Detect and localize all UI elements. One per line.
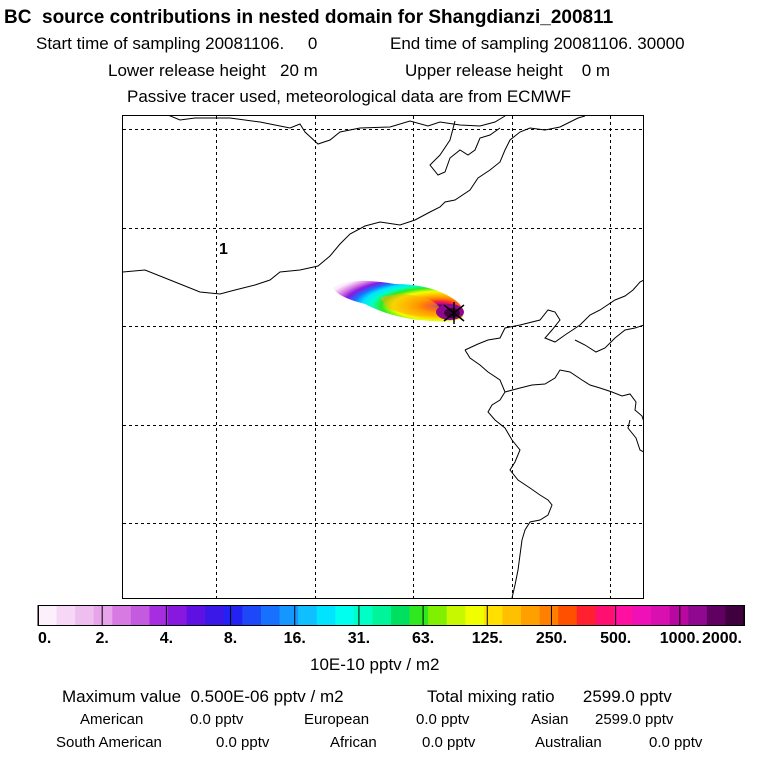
colorbar-cell — [613, 605, 634, 626]
colorbar-cell — [168, 605, 188, 626]
colorbar-cell — [446, 605, 466, 626]
australian-value: 0.0 pptv — [649, 734, 703, 751]
colorbar-cell — [93, 605, 113, 626]
colorbar-unit: 10E-10 pptv / m2 — [310, 655, 440, 674]
european-label: European — [304, 711, 370, 728]
asian-label: Asian — [531, 711, 569, 728]
colorbar-cell — [391, 605, 411, 626]
colorbar-cell — [260, 605, 281, 626]
american-label: American — [80, 711, 144, 728]
colorbar-tick-label: 125. — [472, 630, 503, 647]
south-american-label: South American — [56, 734, 162, 751]
colorbar-tick-label: 16. — [284, 630, 306, 647]
colorbar-cell — [595, 605, 615, 626]
colorbar-cell — [56, 605, 76, 626]
asian-value: 2599.0 pptv — [595, 711, 674, 728]
colorbar-cell — [130, 605, 151, 626]
colorbar-cell — [316, 605, 336, 626]
colorbar-cell — [669, 605, 689, 626]
colorbar-cell — [558, 605, 578, 626]
colorbar-tick-label: 1000. — [660, 630, 700, 647]
colorbar-cell — [242, 605, 262, 626]
source-contribution-plume — [333, 280, 464, 322]
colorbar-tick-label: 31. — [348, 630, 370, 647]
colorbar-cell — [186, 605, 206, 626]
colorbar-cell — [651, 605, 671, 626]
colorbar-cell — [409, 605, 429, 626]
colorbar-cell — [521, 605, 541, 626]
australian-label: Australian — [535, 734, 602, 751]
max-value-text: Maximum value 0.500E-06 pptv / m2 — [62, 687, 344, 706]
colorbar-cell — [298, 605, 318, 626]
colorbar-tick-label: 63. — [412, 630, 434, 647]
map-panel: 1 — [122, 115, 644, 599]
colorbar-cell — [428, 605, 448, 626]
colorbar-tick-label: 4. — [160, 630, 173, 647]
colorbar-cell — [335, 605, 355, 626]
colorbar-cells — [38, 605, 745, 626]
colorbar-tick-label: 2. — [96, 630, 109, 647]
colorbar-tick-label: 250. — [536, 630, 567, 647]
colorbar-cell — [112, 605, 132, 626]
european-value: 0.0 pptv — [416, 711, 470, 728]
coastlines-borders — [123, 115, 644, 598]
colorbar-ticks: 0. 2. 4. 8. 16. 31. 63. 125. 250. 500. 1000. 2000. — [37, 605, 745, 647]
total-mixing-text: Total mixing ratio 2599.0 pptv — [427, 687, 672, 706]
colorbar-cell — [372, 605, 392, 626]
south-american-value: 0.0 pptv — [216, 734, 270, 751]
colorbar-cell — [632, 605, 652, 626]
african-label: African — [330, 734, 377, 751]
colorbar: 0. 2. 4. 8. 16. 31. 63. 125. 250. 500. 1000. 2000. — [37, 605, 745, 647]
colorbar-cell — [539, 605, 559, 626]
start-time-text: Start time of sampling 20081106. 0 — [36, 34, 318, 53]
colorbar-cell — [706, 605, 727, 626]
region-label: 1 — [219, 241, 228, 258]
colorbar-tick-label: 2000. — [702, 630, 742, 647]
tracer-note-text: Passive tracer used, meteorological data… — [127, 87, 572, 106]
colorbar-cell — [576, 605, 596, 626]
colorbar-cell — [279, 605, 299, 626]
colorbar-cell — [353, 605, 374, 626]
end-time-text: End time of sampling 20081106. 30000 — [390, 34, 685, 53]
colorbar-cell — [688, 605, 708, 626]
colorbar-cell — [38, 605, 58, 626]
colorbar-cell — [725, 605, 745, 626]
colorbar-tick-label: 0. — [38, 630, 51, 647]
station-cross-marker — [443, 302, 465, 324]
colorbar-cell — [223, 605, 243, 626]
upper-release-text: Upper release height 0 m — [405, 61, 611, 80]
map-frame — [122, 115, 644, 599]
colorbar-cell — [502, 605, 522, 626]
lower-release-text: Lower release height 20 m — [108, 61, 318, 80]
american-value: 0.0 pptv — [190, 711, 244, 728]
colorbar-tick-label: 8. — [224, 630, 237, 647]
colorbar-cell — [483, 605, 504, 626]
colorbar-cell — [205, 605, 225, 626]
colorbar-cell — [75, 605, 95, 626]
plot-title: BC source contributions in nested domain… — [4, 7, 614, 28]
lat-lon-grid — [123, 116, 644, 598]
colorbar-cell — [465, 605, 485, 626]
african-value: 0.0 pptv — [422, 734, 476, 751]
colorbar-cell — [149, 605, 169, 626]
colorbar-tick-label: 500. — [600, 630, 631, 647]
